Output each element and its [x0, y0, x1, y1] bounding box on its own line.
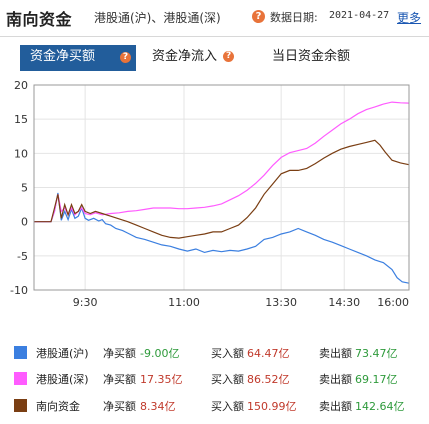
- x-tick-label: 13:30: [265, 296, 297, 309]
- more-link[interactable]: 更多: [397, 11, 422, 25]
- series-line-2: [34, 139, 410, 239]
- sell-value: 142.64亿: [355, 400, 405, 413]
- x-axis: 9:30 11:00 13:30 14:30 16:00: [73, 296, 409, 309]
- series-line-0: [34, 192, 410, 284]
- page-title: 南向资金: [6, 10, 73, 29]
- buy-label: 买入额: [211, 400, 244, 413]
- legend-row-hgt: 港股通(沪) 净买额 -9.00亿 买入额 64.47亿 卖出额 73.47亿: [0, 342, 429, 364]
- line-chart: 20 15 10 5 0 -5 -10 9:30 11:00 13:30 14:30 16:00: [10, 79, 410, 309]
- buy-label: 买入额: [211, 373, 244, 386]
- page-subtitle: 港股通(沪)、港股通(深): [94, 11, 221, 25]
- sell-label: 卖出额: [319, 400, 352, 413]
- y-tick-label: 10: [14, 147, 28, 160]
- plot-frame: [33, 84, 410, 291]
- y-tick-label: 5: [21, 182, 28, 195]
- tab-active-indicator: [20, 69, 136, 71]
- legend-name: 港股通(沪): [36, 347, 89, 360]
- tab-bar: 资金净买额 ? 资金净流入 ? 当日资金余额: [0, 45, 429, 69]
- legend-name: 港股通(深): [36, 373, 89, 386]
- chart-grid: [34, 84, 409, 291]
- tab-daily-balance-label: 当日资金余额: [272, 49, 351, 64]
- x-tick-label: 14:30: [328, 296, 360, 309]
- net-buy-label: 净买额: [103, 400, 136, 413]
- y-tick-label: -5: [17, 250, 28, 263]
- sell-label: 卖出额: [319, 347, 352, 360]
- x-tick-label: 11:00: [168, 296, 200, 309]
- y-tick-label: 0: [21, 216, 28, 229]
- buy-value: 86.52亿: [247, 373, 290, 386]
- net-buy-value: 17.35亿: [140, 373, 183, 386]
- net-buy-value: -9.00亿: [140, 347, 180, 360]
- legend-row-sgt: 港股通(深) 净买额 17.35亿 买入额 86.52亿 卖出额 69.17亿: [0, 368, 429, 390]
- header-divider: [0, 36, 429, 37]
- net-buy-label: 净买额: [103, 373, 136, 386]
- sell-value: 69.17亿: [355, 373, 398, 386]
- legend-swatch-total: [14, 399, 27, 412]
- tab-net-buy-label: 资金净买额: [30, 49, 96, 64]
- sell-label: 卖出额: [319, 373, 352, 386]
- legend-swatch-hgt: [14, 346, 27, 359]
- tab-net-inflow-label: 资金净流入: [152, 49, 218, 64]
- x-tick-label: 9:30: [73, 296, 98, 309]
- buy-value: 64.47亿: [247, 347, 290, 360]
- tab-daily-balance[interactable]: 当日资金余额: [272, 45, 350, 69]
- buy-label: 买入额: [211, 347, 244, 360]
- x-tick-label: 16:00: [377, 296, 409, 309]
- header: 南向资金 港股通(沪)、港股通(深) ? 数据日期: 2021-04-27 更多: [0, 0, 429, 36]
- tab-net-inflow[interactable]: 资金净流入 ?: [152, 45, 235, 69]
- y-tick-label: 15: [14, 113, 28, 126]
- y-tick-label: -10: [10, 284, 28, 297]
- date-label: 数据日期:: [270, 11, 318, 24]
- sell-value: 73.47亿: [355, 347, 398, 360]
- legend-name: 南向资金: [36, 400, 80, 413]
- net-buy-label: 净买额: [103, 347, 136, 360]
- date-value: 2021-04-27: [329, 10, 390, 21]
- help-icon[interactable]: ?: [252, 10, 265, 23]
- help-icon[interactable]: ?: [223, 51, 235, 62]
- buy-value: 150.99亿: [247, 400, 297, 413]
- y-axis: 20 15 10 5 0 -5 -10: [10, 79, 28, 297]
- chart-series: [34, 101, 410, 284]
- series-line-1: [34, 101, 410, 223]
- legend-swatch-sgt: [14, 372, 27, 385]
- y-tick-label: 20: [14, 79, 28, 92]
- legend-row-total: 南向资金 净买额 8.34亿 买入额 150.99亿 卖出额 142.64亿: [0, 395, 429, 417]
- net-buy-value: 8.34亿: [140, 400, 176, 413]
- tab-net-buy[interactable]: 资金净买额 ?: [20, 45, 136, 69]
- help-icon[interactable]: ?: [120, 52, 131, 63]
